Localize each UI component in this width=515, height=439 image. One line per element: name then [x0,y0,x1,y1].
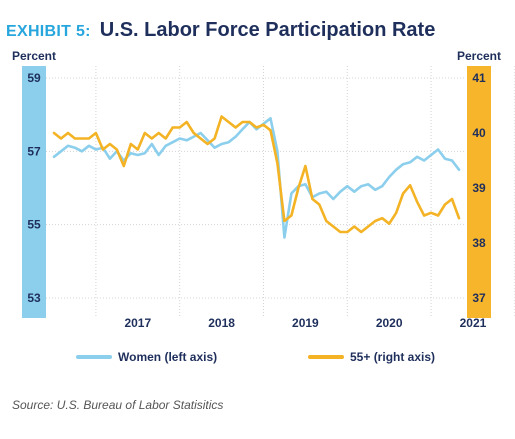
right-tick-label: 38 [472,236,486,250]
left-tick-label: 53 [27,291,41,305]
x-tick-label: 2020 [376,316,403,330]
series-line [52,117,461,239]
right-axis-bar [467,66,491,318]
series-line [52,115,461,234]
left-tick-label: 57 [27,144,41,158]
right-tick-label: 39 [472,181,486,195]
x-tick-label: 2021 [460,316,487,330]
x-tick-label: 2019 [292,316,319,330]
left-axis-label: Percent [12,49,56,63]
title-text: U.S. Labor Force Participation Rate [99,19,436,41]
x-tick-label: 2017 [124,316,151,330]
right-tick-label: 41 [472,71,486,85]
x-tick-label: 2018 [208,316,235,330]
right-axis-label: Percent [457,49,501,63]
legend-label: 55+ (right axis) [350,350,435,364]
legend-label: Women (left axis) [118,350,217,364]
left-tick-label: 55 [27,218,41,232]
chart-title: EXHIBIT 5: U.S. Labor Force Participatio… [6,7,435,44]
left-tick-label: 59 [27,71,41,85]
exhibit-label: EXHIBIT 5: [6,23,91,40]
right-tick-label: 40 [472,126,486,140]
source-note: Source: U.S. Bureau of Labor Statisitics [12,398,224,412]
left-axis-bar [22,66,46,318]
right-tick-label: 37 [472,291,486,305]
